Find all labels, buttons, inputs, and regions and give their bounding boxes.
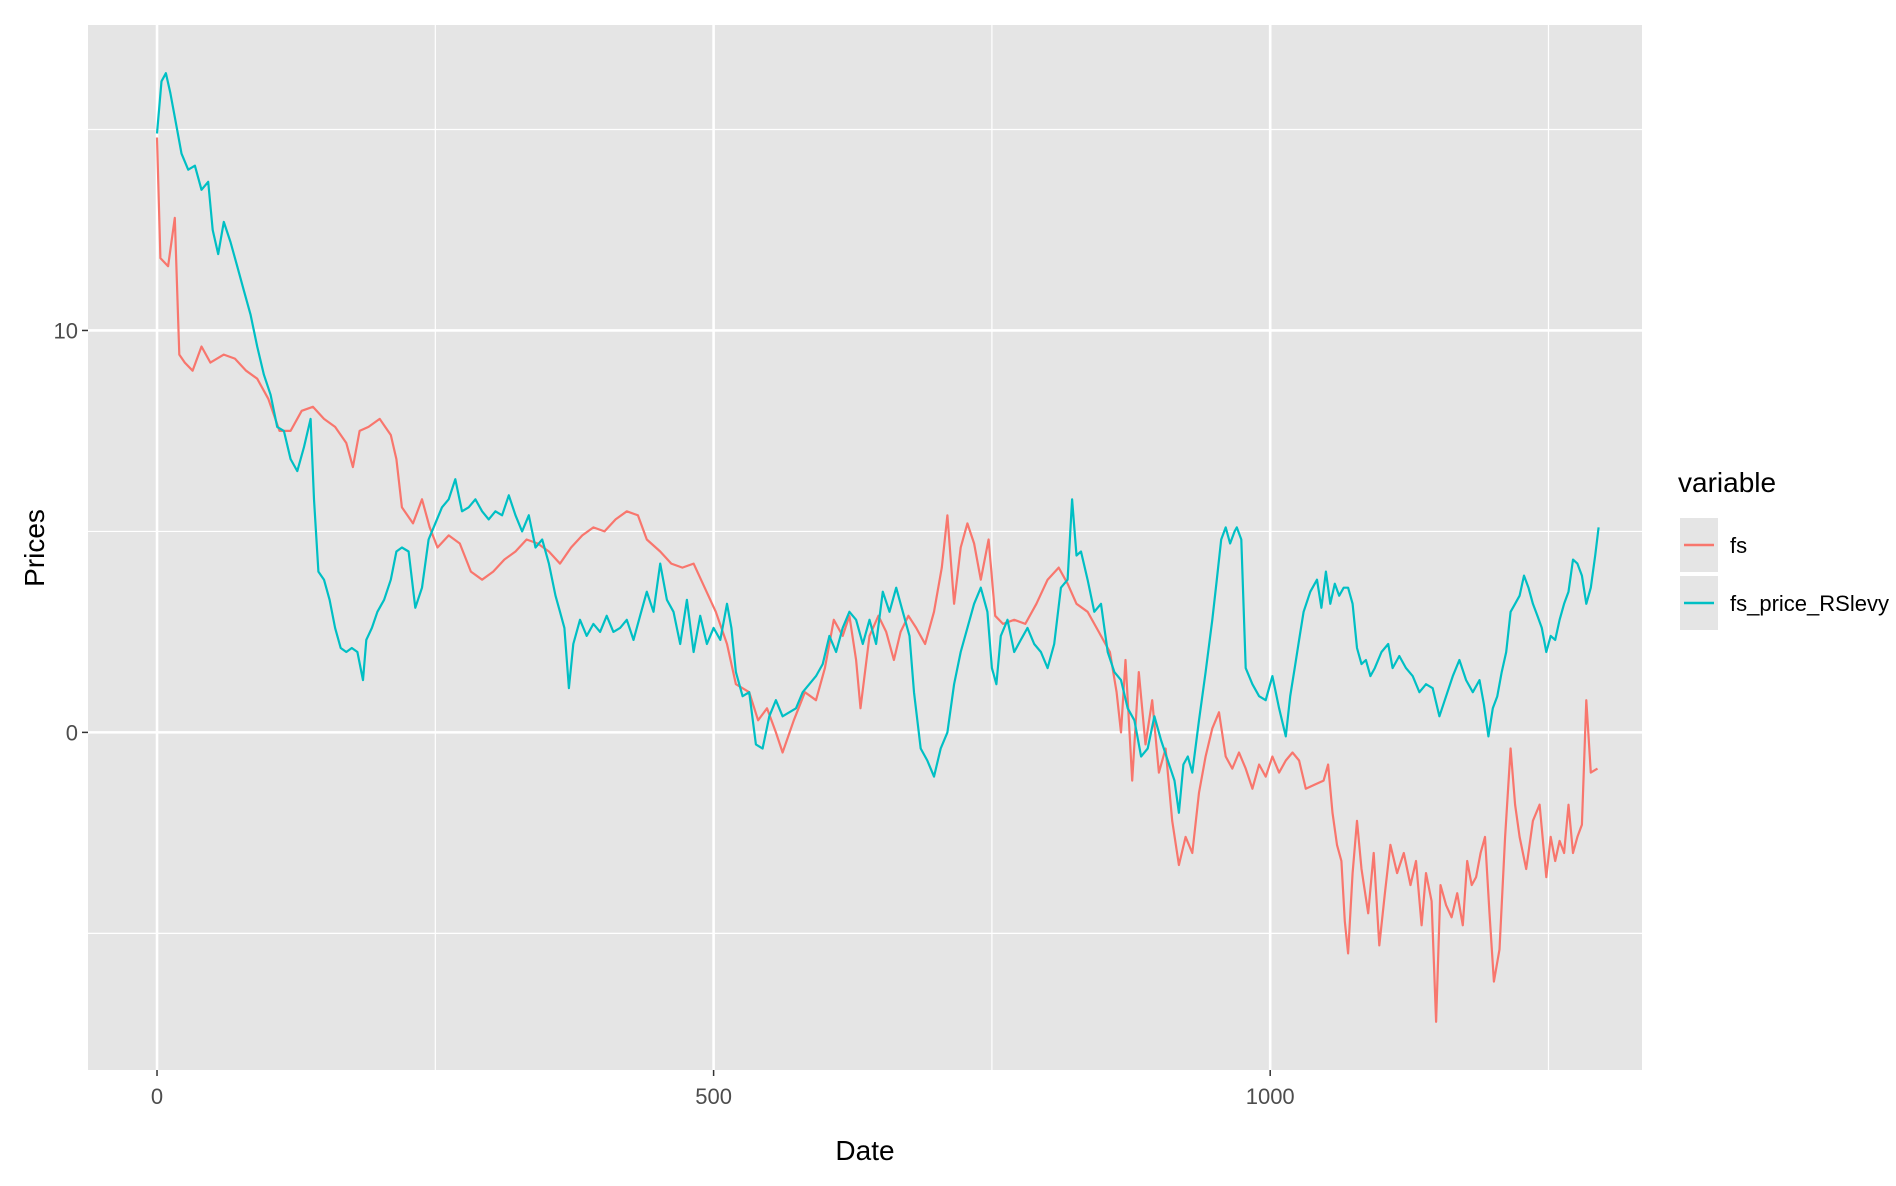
x-tick-label: 500 [695, 1084, 732, 1109]
x-tick-label: 1000 [1246, 1084, 1295, 1109]
legend-title: variable [1678, 467, 1776, 498]
x-axis: 0 500 1000 [151, 1070, 1295, 1109]
x-tick-label: 0 [151, 1084, 163, 1109]
y-tick-label: 10 [54, 318, 78, 343]
grid-major [88, 25, 1642, 1070]
plot-panel [88, 25, 1642, 1070]
series-line-fs-price-RSlevy [155, 72, 1600, 814]
legend-label: fs_price_RSlevy [1730, 591, 1889, 616]
series-line-fs [155, 137, 1599, 1023]
y-axis: 0 10 [54, 318, 88, 745]
legend-items: fs fs_price_RSlevy [1680, 518, 1889, 630]
y-tick-label: 0 [66, 720, 78, 745]
x-axis-title: Date [835, 1135, 894, 1166]
legend: variable fs fs_price_RSlevy [1678, 467, 1889, 630]
series-layer [155, 72, 1600, 1023]
legend-label: fs [1730, 533, 1747, 558]
grid-minor [88, 25, 1642, 1070]
y-axis-title: Prices [19, 509, 50, 587]
